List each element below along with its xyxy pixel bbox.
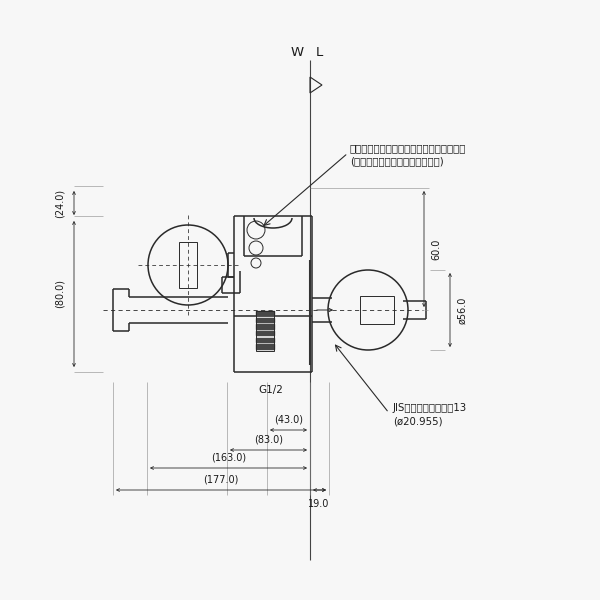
- Text: この部分にシャワーセットを取付けます。: この部分にシャワーセットを取付けます。: [350, 143, 466, 153]
- Text: (80.0): (80.0): [55, 280, 65, 308]
- Bar: [256, 311, 274, 351]
- Text: JIS給水栓取付ねじ　13: JIS給水栓取付ねじ 13: [393, 403, 467, 413]
- Text: (24.0): (24.0): [55, 188, 65, 218]
- Text: L: L: [316, 46, 323, 58]
- Text: (177.0): (177.0): [203, 475, 239, 485]
- Text: 19.0: 19.0: [308, 499, 329, 509]
- Text: 60.0: 60.0: [431, 238, 441, 260]
- Text: (163.0): (163.0): [211, 453, 246, 463]
- Text: (ø20.955): (ø20.955): [393, 416, 443, 426]
- Bar: [360, 296, 394, 324]
- Text: (シャワーセットは添付図面参照): (シャワーセットは添付図面参照): [350, 156, 444, 166]
- Text: G1/2: G1/2: [258, 385, 283, 395]
- Text: (43.0): (43.0): [274, 415, 303, 425]
- Text: W: W: [291, 46, 304, 58]
- Bar: [179, 242, 197, 288]
- Text: (83.0): (83.0): [254, 435, 283, 445]
- Text: ø56.0: ø56.0: [457, 296, 467, 323]
